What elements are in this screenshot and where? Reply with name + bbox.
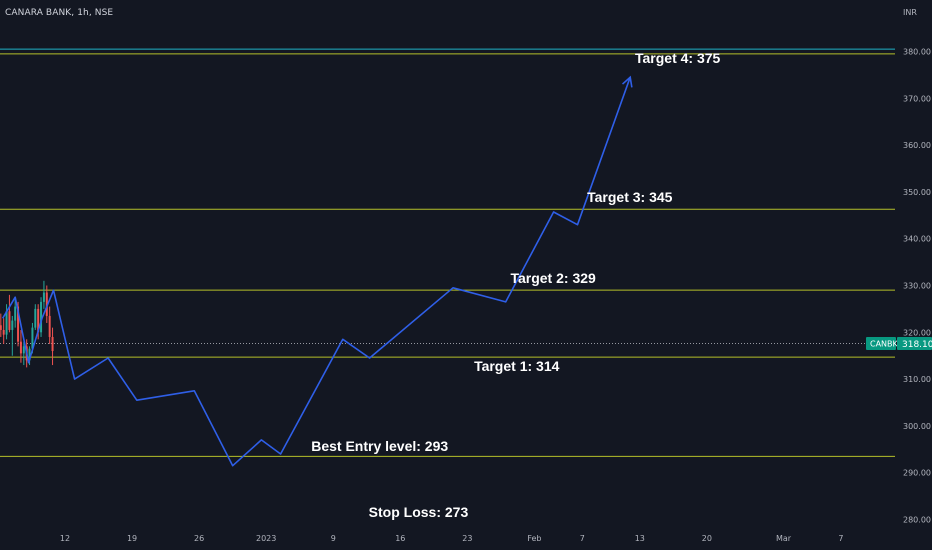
y-tick-label: 340.00 — [903, 235, 931, 244]
projection-path — [2, 75, 633, 467]
x-tick-label: 16 — [395, 534, 405, 543]
candle-body — [40, 301, 43, 333]
x-tick-label: 7 — [580, 534, 585, 543]
y-tick-label: 370.00 — [903, 94, 931, 103]
x-tick-label: Mar — [776, 534, 792, 543]
y-tick-label: 280.00 — [903, 516, 931, 525]
target-1-label: Target 1: 314 — [474, 358, 560, 374]
y-tick-label: 310.00 — [903, 375, 931, 384]
projection-line — [2, 76, 631, 467]
candle-body — [17, 306, 20, 342]
annotations: Target 4: 375 Target 3: 345 Target 2: 329 T… — [311, 50, 720, 520]
y-tick-label: 380.00 — [903, 48, 931, 57]
candle-body — [0, 325, 2, 330]
y-tick-label: 300.00 — [903, 422, 931, 431]
x-tick-label: 19 — [127, 534, 137, 543]
candle-body — [5, 311, 8, 335]
x-tick-label: 26 — [194, 534, 204, 543]
target-4-label: Target 4: 375 — [635, 50, 721, 66]
horizontal-levels — [0, 48, 895, 457]
x-tick-label: 9 — [331, 534, 336, 543]
y-tick-label: 290.00 — [903, 469, 931, 478]
candle-body — [2, 329, 5, 335]
symbol-badge — [866, 337, 896, 351]
symbol-info: CANARA BANK, 1h, NSE — [5, 8, 114, 18]
stop-loss-label: Stop Loss: 273 — [369, 504, 469, 520]
price-badge — [897, 337, 932, 351]
candle-body — [14, 306, 17, 321]
price-badge-label: 318.10 — [902, 340, 932, 350]
x-tick-label: Feb — [527, 534, 541, 543]
symbol-badge-label: CANBK — [870, 340, 899, 349]
candle-body — [45, 292, 48, 316]
entry-label: Best Entry level: 293 — [311, 438, 448, 454]
currency-label: INR — [903, 8, 917, 17]
candle-body — [28, 348, 31, 361]
x-tick-label: 7 — [838, 534, 843, 543]
x-tick-label: 12 — [60, 534, 70, 543]
y-tick-label: 320.00 — [903, 328, 931, 337]
candle-body — [11, 320, 14, 330]
x-tick-label: 2023 — [256, 534, 276, 543]
time-axis: 12 19 26 2023 9 16 23 Feb 7 13 20 Mar 7 — [60, 534, 844, 543]
target-3-label: Target 3: 345 — [587, 189, 673, 205]
y-tick-label: 350.00 — [903, 188, 931, 197]
x-tick-label: 20 — [702, 534, 712, 543]
candle-body — [51, 336, 54, 352]
y-tick-label: 360.00 — [903, 141, 931, 150]
candle-body — [31, 327, 34, 349]
x-tick-label: 23 — [462, 534, 472, 543]
candle-body — [34, 308, 37, 328]
price-axis: 280.00 290.00 300.00 310.00 320.00 330.00 340.… — [903, 48, 931, 525]
candle-body — [8, 311, 11, 330]
arrow-head-icon — [621, 75, 633, 88]
candle-body — [22, 346, 25, 354]
x-tick-label: 13 — [635, 534, 645, 543]
candle-body — [19, 341, 22, 354]
y-tick-label: 330.00 — [903, 282, 931, 291]
current-price-badge: CANBK 318.10 — [866, 337, 932, 351]
candle-body — [48, 315, 51, 337]
candle-body — [37, 308, 40, 333]
target-2-label: Target 2: 329 — [510, 270, 596, 286]
candle-body — [42, 292, 45, 302]
